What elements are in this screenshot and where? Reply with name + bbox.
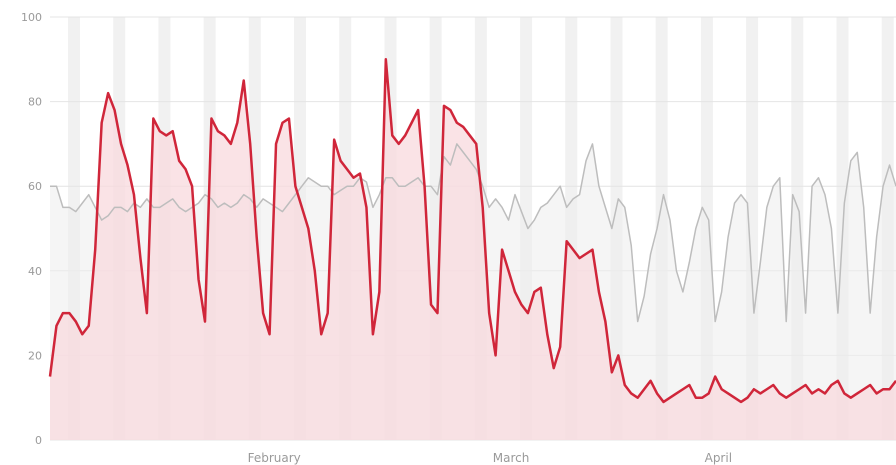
x-month-label-march: March (493, 451, 530, 465)
x-axis-month-labels: February March April (248, 451, 732, 465)
series-layer (48, 58, 896, 441)
y-axis-ticks: 0 20 40 60 80 100 (21, 11, 42, 447)
y-tick-label-60: 60 (28, 180, 42, 193)
current-series-line (48, 58, 896, 404)
x-month-label-february: February (248, 451, 301, 465)
y-tick-label-80: 80 (28, 96, 42, 109)
previous-series-line (50, 143, 896, 323)
y-tick-label-0: 0 (35, 434, 42, 447)
y-tick-label-40: 40 (28, 265, 42, 278)
y-tick-label-20: 20 (28, 349, 42, 362)
current-series-area (50, 59, 896, 441)
y-tick-label-100: 100 (21, 11, 42, 24)
x-month-label-april: April (705, 451, 732, 465)
